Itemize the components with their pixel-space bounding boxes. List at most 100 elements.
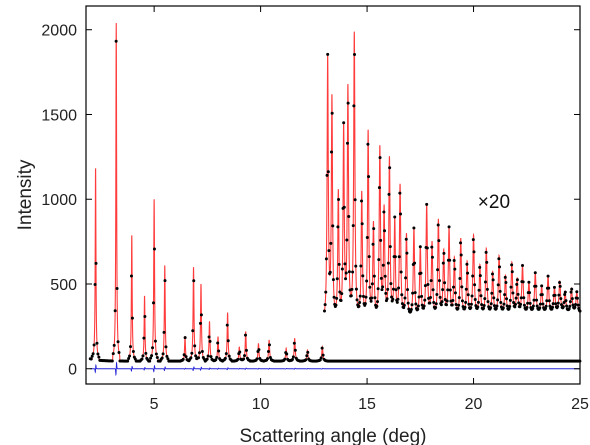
observed-point bbox=[490, 291, 494, 295]
observed-point bbox=[91, 352, 95, 356]
observed-point bbox=[436, 268, 440, 272]
observed-point bbox=[383, 274, 387, 278]
observed-point bbox=[320, 346, 324, 350]
observed-point bbox=[164, 345, 168, 349]
observed-point bbox=[510, 263, 514, 267]
observed-point bbox=[291, 355, 295, 359]
observed-point bbox=[227, 354, 231, 358]
observed-point bbox=[343, 262, 347, 266]
observed-point bbox=[360, 222, 364, 226]
observed-point bbox=[329, 241, 333, 245]
observed-point bbox=[504, 281, 508, 285]
observed-point bbox=[414, 302, 418, 306]
observed-point bbox=[358, 300, 362, 304]
observed-point bbox=[326, 52, 330, 56]
observed-point bbox=[571, 303, 575, 307]
observed-point bbox=[335, 277, 339, 281]
observed-point bbox=[423, 284, 427, 288]
observed-point bbox=[541, 302, 545, 306]
observed-point bbox=[306, 350, 310, 354]
observed-point bbox=[182, 353, 186, 357]
observed-point bbox=[396, 297, 400, 301]
observed-point bbox=[394, 288, 398, 292]
observed-point bbox=[528, 291, 532, 295]
observed-point bbox=[304, 358, 308, 362]
observed-point bbox=[406, 301, 410, 305]
observed-point bbox=[432, 300, 436, 304]
observed-point bbox=[553, 293, 557, 297]
observed-point bbox=[379, 238, 383, 242]
observed-point bbox=[526, 301, 530, 305]
observed-point bbox=[292, 341, 296, 345]
observed-point bbox=[130, 316, 134, 320]
observed-point bbox=[129, 274, 133, 278]
observed-point bbox=[576, 303, 580, 307]
observed-point bbox=[469, 306, 473, 310]
observed-point bbox=[183, 336, 187, 340]
observed-point bbox=[477, 288, 481, 292]
observed-point bbox=[423, 298, 427, 302]
observed-point bbox=[519, 296, 523, 300]
observed-point bbox=[519, 302, 523, 306]
observed-point bbox=[128, 354, 132, 358]
observed-point bbox=[556, 301, 560, 305]
observed-point bbox=[568, 300, 572, 304]
observed-point bbox=[570, 287, 574, 291]
observed-point bbox=[409, 308, 413, 312]
observed-point bbox=[434, 305, 438, 309]
observed-point bbox=[559, 297, 563, 301]
axes-group: 5 10 15 20 25 0 500 1000 1500 2000 bbox=[41, 6, 589, 413]
observed-point bbox=[141, 354, 145, 358]
x-tick-label: 5 bbox=[150, 396, 159, 413]
observed-point bbox=[521, 280, 525, 284]
observed-point bbox=[458, 277, 462, 280]
observed-point bbox=[463, 305, 467, 309]
observed-point bbox=[192, 279, 196, 283]
observed-point bbox=[429, 279, 433, 283]
observed-point bbox=[459, 241, 463, 245]
observed-point bbox=[113, 309, 117, 313]
observed-point bbox=[513, 302, 517, 306]
observed-point bbox=[336, 225, 340, 229]
observed-point bbox=[512, 301, 516, 305]
observed-point bbox=[388, 166, 392, 170]
observed-point bbox=[386, 287, 390, 291]
observed-point bbox=[198, 321, 202, 325]
observed-point bbox=[191, 329, 195, 333]
observed-point bbox=[342, 205, 346, 209]
observed-point bbox=[406, 288, 410, 292]
observed-point bbox=[551, 302, 555, 306]
y-tick-label: 1000 bbox=[41, 192, 77, 209]
observed-point bbox=[381, 285, 385, 289]
observed-point bbox=[568, 304, 572, 308]
observed-point bbox=[393, 255, 397, 259]
observed-point bbox=[444, 303, 448, 307]
observed-point bbox=[354, 264, 358, 268]
observed-point bbox=[513, 305, 517, 309]
observed-point bbox=[93, 282, 97, 286]
observed-point bbox=[412, 226, 416, 230]
observed-point bbox=[381, 263, 385, 267]
observed-point bbox=[111, 352, 115, 356]
observed-point bbox=[426, 282, 430, 286]
observed-point bbox=[473, 283, 477, 287]
observed-point bbox=[92, 343, 96, 347]
observed-point bbox=[354, 287, 358, 291]
observed-point bbox=[208, 339, 212, 343]
observed-point bbox=[351, 270, 355, 274]
observed-point bbox=[389, 282, 393, 286]
observed-point bbox=[325, 173, 329, 177]
observed-point bbox=[217, 349, 221, 353]
observed-point bbox=[347, 270, 351, 274]
observed-point bbox=[562, 301, 566, 305]
observed-point bbox=[419, 271, 423, 275]
observed-point bbox=[413, 261, 417, 265]
observed-point bbox=[347, 215, 351, 219]
observed-point bbox=[465, 262, 469, 266]
observed-point bbox=[152, 247, 156, 251]
observed-point bbox=[322, 309, 326, 313]
observed-point bbox=[490, 272, 494, 276]
observed-point bbox=[495, 304, 499, 308]
observed-point bbox=[344, 277, 348, 281]
observed-point bbox=[386, 261, 390, 265]
